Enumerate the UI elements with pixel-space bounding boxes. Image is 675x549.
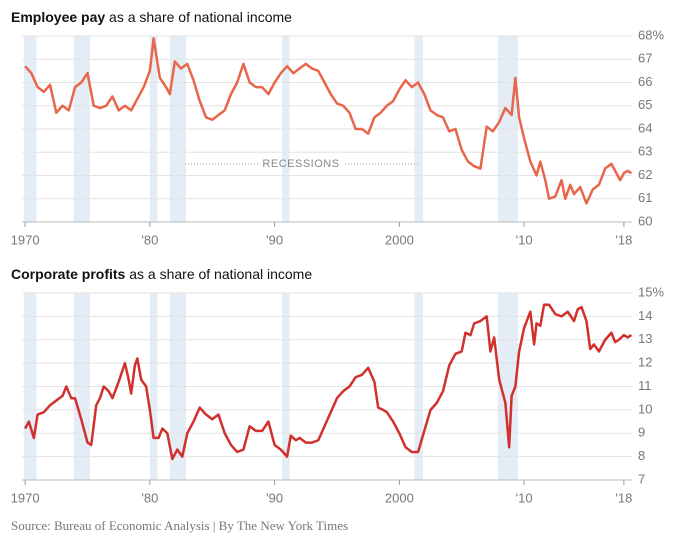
- y-tick-label: 13: [638, 331, 652, 346]
- x-tick-label: '18: [615, 232, 632, 247]
- x-tick-label: '90: [266, 232, 283, 247]
- x-tick-label: 2000: [385, 232, 414, 247]
- y-tick-label: 63: [638, 144, 652, 159]
- x-tick-label: '90: [266, 490, 283, 505]
- y-tick-label: 10: [638, 401, 652, 416]
- data-line: [24, 37, 633, 205]
- y-tick-label: 64: [638, 120, 652, 135]
- y-tick-label: 7: [638, 471, 645, 486]
- y-tick-label: 65: [638, 97, 652, 112]
- y-tick-label: 15%: [638, 284, 664, 299]
- panel-title: Corporate profits as a share of national…: [11, 266, 312, 282]
- x-tick-label: 1970: [11, 232, 40, 247]
- y-tick-label: 66: [638, 74, 652, 89]
- y-tick-label: 62: [638, 167, 652, 182]
- y-tick-label: 11: [638, 378, 652, 393]
- y-tick-label: 9: [638, 425, 645, 440]
- x-tick-label: '18: [615, 490, 632, 505]
- x-tick-label: 2000: [385, 490, 414, 505]
- y-tick-label: 68%: [638, 27, 664, 42]
- source: Source: Bureau of Economic Analysis | By…: [11, 518, 348, 533]
- title: Employee pay: [11, 9, 105, 25]
- annotation: RECESSIONS: [262, 158, 339, 170]
- y-tick-label: 67: [638, 51, 652, 66]
- x-tick-label: 1970: [11, 490, 40, 505]
- subtitle: as a share of national income: [109, 9, 292, 25]
- data-line: [24, 303, 633, 461]
- panel-title: Employee pay as a share of national inco…: [11, 9, 292, 25]
- subtitle: as a share of national income: [129, 266, 312, 282]
- x-tick-label: '10: [516, 490, 533, 505]
- y-tick-label: 61: [638, 190, 652, 205]
- y-tick-label: 8: [638, 448, 645, 463]
- y-tick-label: 60: [638, 213, 652, 228]
- x-tick-label: '10: [516, 232, 533, 247]
- x-tick-label: '80: [141, 490, 158, 505]
- y-tick-label: 14: [638, 308, 652, 323]
- title: Corporate profits: [11, 266, 126, 282]
- x-tick-label: '80: [141, 232, 158, 247]
- y-tick-label: 12: [638, 355, 652, 370]
